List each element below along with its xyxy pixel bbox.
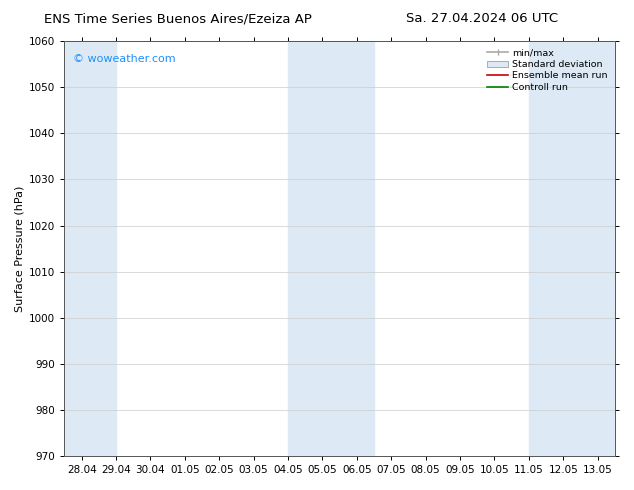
Text: © woweather.com: © woweather.com bbox=[73, 54, 176, 64]
Bar bbox=[529, 41, 615, 456]
Text: ENS Time Series Buenos Aires/Ezeiza AP: ENS Time Series Buenos Aires/Ezeiza AP bbox=[44, 12, 311, 25]
Y-axis label: Surface Pressure (hPa): Surface Pressure (hPa) bbox=[15, 185, 25, 312]
Bar bbox=[65, 41, 116, 456]
Legend: min/max, Standard deviation, Ensemble mean run, Controll run: min/max, Standard deviation, Ensemble me… bbox=[484, 46, 610, 95]
Text: Sa. 27.04.2024 06 UTC: Sa. 27.04.2024 06 UTC bbox=[406, 12, 558, 25]
Bar bbox=[288, 41, 374, 456]
